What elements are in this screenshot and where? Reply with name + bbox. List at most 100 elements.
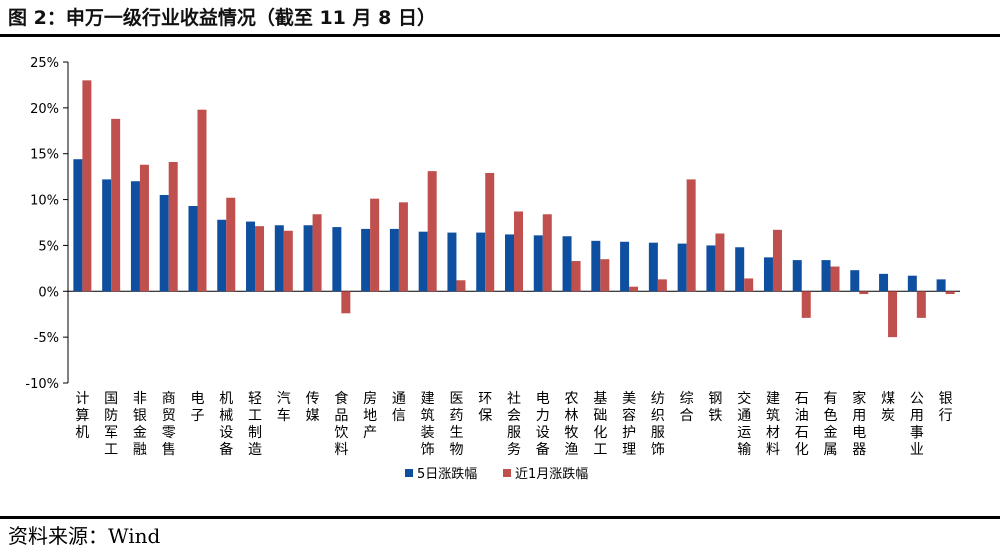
category-label: 煤炭 [881, 391, 895, 424]
category-labels: 计算机国防军工非银金融商贸零售电子机械设备轻工制造汽车传媒食品饮料房地产通信建筑… [75, 390, 952, 458]
bar-5d-21 [677, 243, 687, 292]
bar-1m-7 [283, 230, 293, 292]
bar-5d-16 [533, 235, 543, 292]
bar-1m-9 [341, 291, 351, 314]
bar-5d-29 [907, 275, 917, 292]
legend-swatch-0 [405, 469, 413, 477]
bar-5d-14 [476, 232, 486, 292]
category-label: 环保 [478, 391, 492, 424]
bar-5d-20 [648, 242, 658, 292]
category-label: 食品饮料 [334, 390, 348, 458]
category-label: 房地产 [363, 391, 377, 441]
legend: 5日涨跌幅 近1月涨跌幅 [405, 466, 588, 482]
bar-5d-15 [505, 234, 514, 292]
bar-5d-7 [274, 225, 284, 292]
bar-1m-19 [629, 286, 639, 292]
category-label: 公用事业 [910, 391, 924, 458]
category-label: 美容护理 [622, 391, 636, 458]
top-rule [0, 34, 1000, 37]
category-label: 农林牧渔 [565, 391, 579, 458]
bar-1m-11 [398, 202, 408, 292]
source-note: 资料来源：Wind [8, 524, 161, 548]
bar-5d-4 [188, 205, 198, 292]
bar-1m-8 [312, 214, 322, 292]
bar-5d-1 [102, 179, 112, 292]
bar-1m-3 [168, 161, 178, 292]
bar-1m-2 [139, 164, 149, 292]
bar-1m-13 [456, 280, 466, 292]
bar-5d-10 [361, 228, 371, 292]
category-label: 建筑材料 [766, 391, 780, 458]
category-label: 建筑装饰 [421, 391, 435, 458]
bar-5d-24 [763, 257, 773, 292]
y-tick-label: 15% [30, 148, 59, 163]
category-label: 传媒 [306, 391, 320, 424]
category-label: 综合 [680, 391, 694, 424]
category-label: 银行 [939, 391, 953, 424]
category-label: 汽车 [277, 391, 291, 424]
category-label: 非银金融 [133, 391, 147, 458]
bar-1m-22 [715, 233, 725, 292]
bar-1m-17 [571, 261, 581, 292]
bar-1m-26 [830, 266, 840, 292]
bar-5d-12 [418, 231, 428, 292]
bar-1m-16 [542, 214, 552, 292]
bar-1m-4 [197, 109, 207, 292]
bar-5d-25 [792, 260, 802, 292]
bar-1m-15 [514, 211, 523, 292]
y-tick-label: 5% [38, 239, 59, 254]
legend-label-1: 近1月涨跌幅 [515, 466, 588, 482]
category-label: 轻工制造 [248, 391, 262, 458]
bar-5d-18 [591, 240, 601, 292]
bar-5d-2 [130, 181, 140, 292]
bar-1m-28 [888, 291, 898, 338]
category-label: 钢铁 [708, 391, 722, 424]
bar-5d-13 [447, 232, 457, 292]
bar-5d-6 [246, 221, 256, 292]
bar-1m-30 [945, 291, 955, 295]
y-tick-label: 10% [30, 194, 59, 209]
bar-1m-0 [82, 80, 92, 292]
y-tick-label: 20% [30, 102, 59, 117]
bar-1m-12 [427, 171, 437, 292]
bottom-rule [0, 516, 1000, 519]
category-label: 纺织服饰 [651, 391, 665, 458]
bar-1m-23 [744, 278, 754, 292]
figure-title: 图 2：申万一级行业收益情况（截至 11 月 8 日） [8, 7, 436, 29]
category-label: 机械设备 [219, 391, 233, 458]
y-tick-label: 0% [38, 285, 59, 300]
category-label: 基础化工 [593, 390, 607, 458]
category-label: 电子 [190, 391, 204, 424]
bar-1m-21 [686, 179, 696, 292]
y-tick-label: 25% [30, 56, 59, 71]
bar-5d-8 [303, 225, 313, 292]
bar-1m-5 [226, 197, 236, 292]
legend-swatch-1 [503, 469, 511, 477]
bar-5d-17 [562, 236, 572, 292]
bar-5d-26 [821, 260, 831, 292]
bar-1m-18 [600, 259, 610, 292]
category-label: 商贸零售 [162, 391, 176, 458]
y-tick-label: -5% [34, 331, 59, 346]
category-label: 计算机 [75, 391, 89, 441]
bar-1m-27 [859, 291, 869, 295]
category-label: 国防军工 [104, 391, 118, 458]
bar-5d-22 [706, 245, 716, 292]
y-tick-label: -10% [25, 377, 59, 392]
bar-5d-19 [620, 241, 630, 292]
category-label: 有色金属 [824, 391, 838, 458]
bar-1m-24 [772, 229, 782, 292]
category-label: 通信 [392, 391, 406, 424]
category-label: 交通运输 [737, 390, 751, 458]
bar-5d-30 [936, 279, 946, 292]
category-label: 社会服务 [507, 391, 521, 458]
category-label: 电力设备 [536, 391, 550, 458]
bar-5d-11 [389, 228, 399, 292]
legend-label-0: 5日涨跌幅 [417, 466, 477, 482]
bar-5d-9 [332, 227, 342, 292]
bar-5d-0 [73, 159, 83, 292]
bar-5d-3 [159, 194, 169, 292]
bar-1m-20 [657, 279, 667, 292]
category-label: 家用电器 [852, 390, 866, 458]
bar-chart: 25%20%15%10%5%0%-5%-10% 计算机国防军工非银金融商贸零售电… [25, 56, 960, 482]
